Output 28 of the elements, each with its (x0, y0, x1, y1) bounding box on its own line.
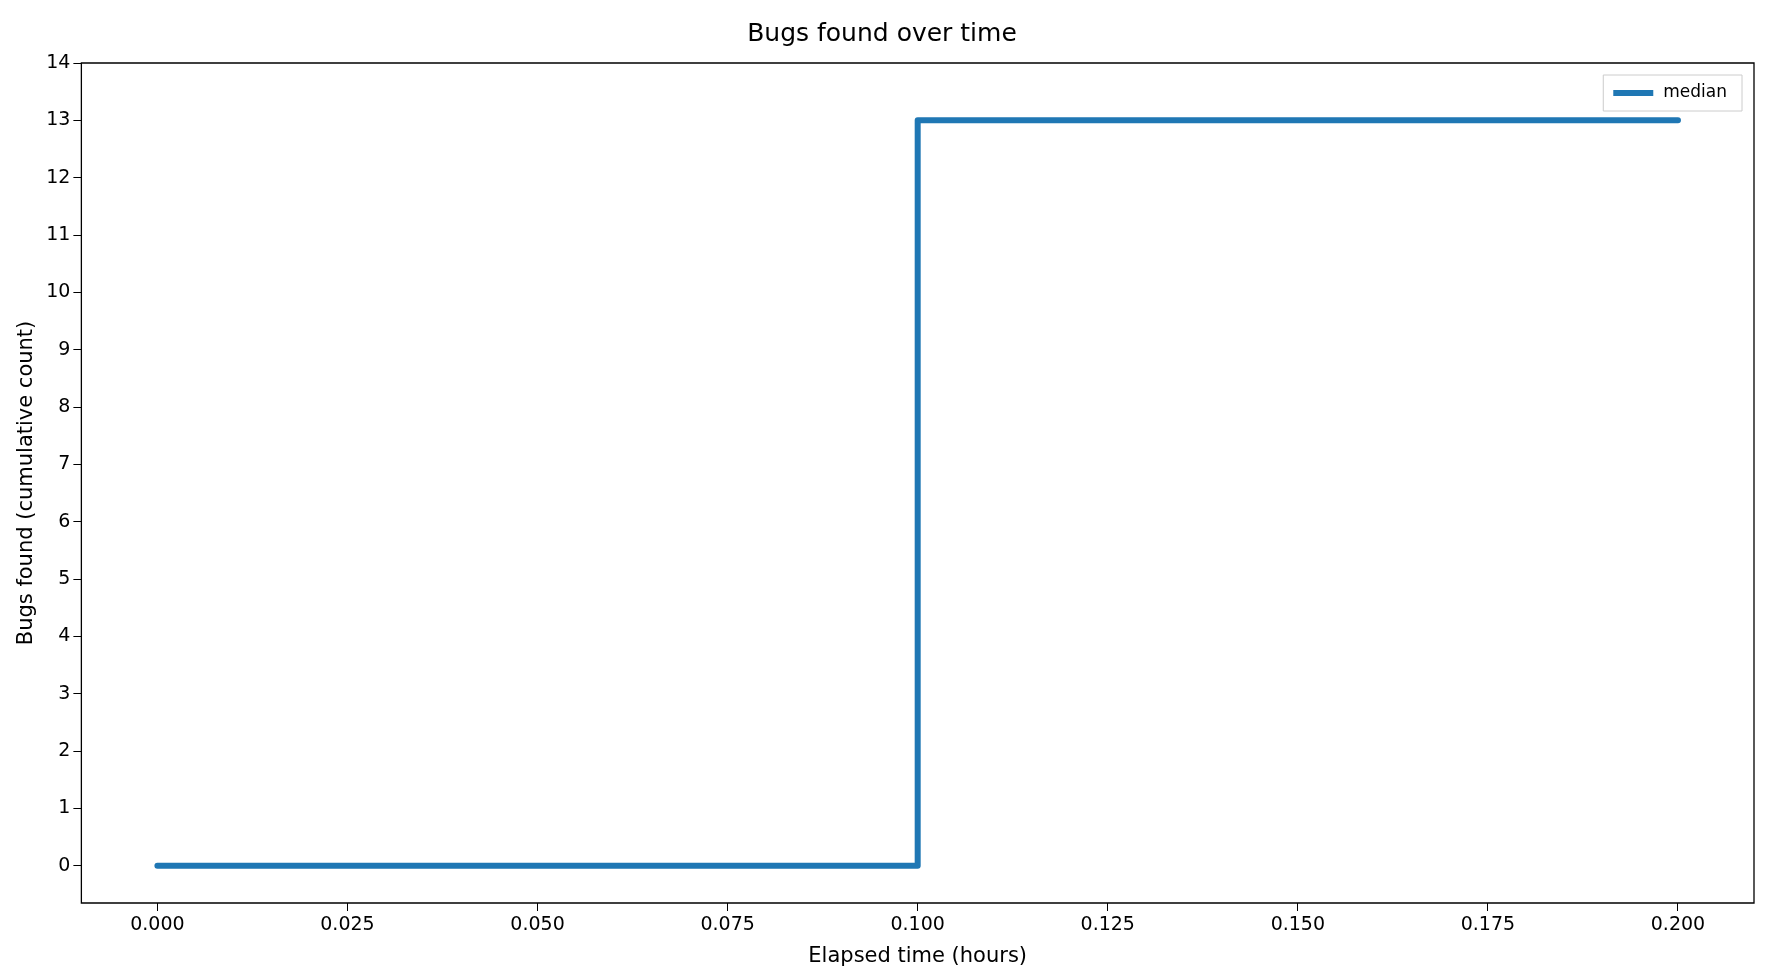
y-tick-label: 10 (46, 279, 71, 302)
y-tick-label: 11 (46, 221, 71, 244)
chart-title: Bugs found over time (747, 17, 1017, 47)
y-tick-label: 3 (58, 680, 71, 703)
y-tick-label: 4 (58, 623, 71, 646)
x-tick-label: 0.200 (1650, 912, 1706, 935)
y-tick-label: 1 (58, 795, 71, 818)
x-tick-label: 0.000 (130, 912, 185, 935)
y-tick-label: 14 (46, 49, 71, 72)
x-tick-label: 0.175 (1460, 912, 1516, 935)
y-tick-label: 2 (58, 737, 71, 760)
y-tick-label: 6 (58, 508, 71, 531)
x-tick-label: 0.075 (700, 912, 755, 935)
y-tick-label: 13 (46, 107, 71, 130)
x-tick-label: 0.050 (510, 912, 565, 935)
x-axis-title: Elapsed time (hours) (808, 942, 1028, 967)
y-axis-title: Bugs found (cumulative count) (13, 320, 38, 646)
y-tick-label: 7 (58, 451, 71, 474)
y-tick-label: 12 (46, 164, 71, 187)
x-tick-label: 0.125 (1080, 912, 1135, 935)
y-tick-label: 0 (58, 852, 71, 875)
y-tick-label: 5 (58, 565, 71, 588)
legend-label: median (1663, 81, 1728, 102)
y-tick-label: 9 (58, 336, 71, 359)
x-tick-label: 0.025 (320, 912, 375, 935)
x-tick-label: 0.100 (890, 912, 945, 935)
x-tick-label: 0.150 (1270, 912, 1326, 935)
y-tick-label: 8 (58, 393, 71, 416)
